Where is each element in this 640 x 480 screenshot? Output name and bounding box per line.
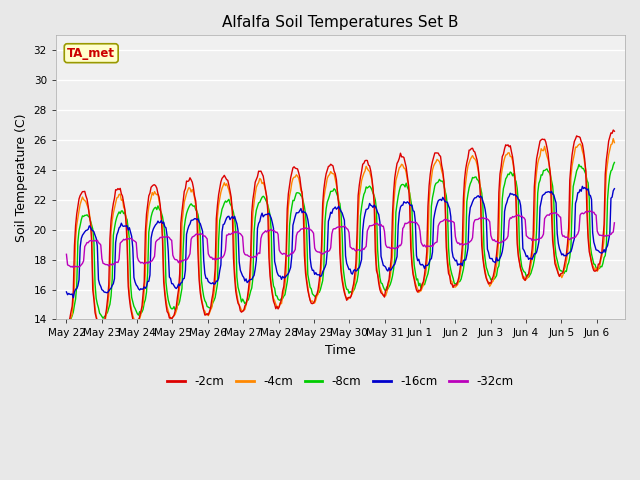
- Text: TA_met: TA_met: [67, 47, 115, 60]
- X-axis label: Time: Time: [325, 344, 356, 357]
- Title: Alfalfa Soil Temperatures Set B: Alfalfa Soil Temperatures Set B: [222, 15, 459, 30]
- Legend: -2cm, -4cm, -8cm, -16cm, -32cm: -2cm, -4cm, -8cm, -16cm, -32cm: [163, 371, 518, 393]
- Y-axis label: Soil Temperature (C): Soil Temperature (C): [15, 113, 28, 241]
